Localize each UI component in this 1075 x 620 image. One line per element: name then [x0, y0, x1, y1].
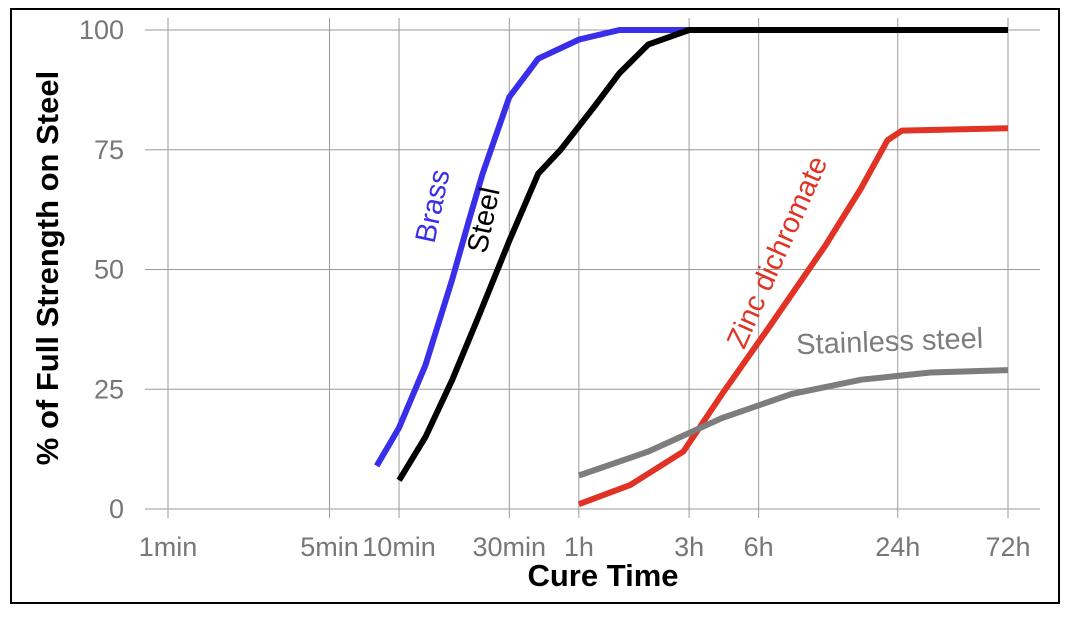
y-tick-label: 0 — [109, 494, 124, 524]
tick-labels: 0 25 50 75 100 1min 5min 10min 30min 1h 3h 6h 24h 72h — [79, 15, 1031, 562]
y-tick-label: 100 — [79, 15, 124, 45]
series-line-zinc-dichromate — [577, 125, 1009, 508]
series-label-brass: Brass — [410, 167, 457, 246]
x-axis-title: Cure Time — [527, 558, 678, 593]
x-tick-label: 72h — [985, 532, 1030, 562]
x-tick-label: 5min — [300, 532, 359, 562]
y-tick-label: 25 — [94, 374, 124, 404]
series-label-steel: Steel — [462, 184, 507, 255]
x-tick-label: 1h — [564, 532, 594, 562]
series-line-stainless-steel — [577, 367, 1009, 479]
x-tick-label: 1min — [139, 532, 198, 562]
y-axis-title: % of Full Strength on Steel — [30, 71, 65, 465]
series-label-stainless-steel: Stainless steel — [796, 323, 984, 362]
y-tick-label: 50 — [94, 255, 124, 285]
series-lines — [374, 27, 1009, 508]
grid — [145, 18, 1040, 518]
series-line-steel — [396, 27, 1008, 482]
y-tick-label: 75 — [94, 135, 124, 165]
x-tick-label: 30min — [473, 532, 547, 562]
x-tick-label: 24h — [875, 532, 920, 562]
x-tick-label: 10min — [362, 532, 436, 562]
x-tick-label: 3h — [674, 532, 704, 562]
series-line-brass — [374, 27, 1008, 468]
chart-frame — [10, 8, 1060, 604]
x-tick-label: 6h — [744, 532, 774, 562]
